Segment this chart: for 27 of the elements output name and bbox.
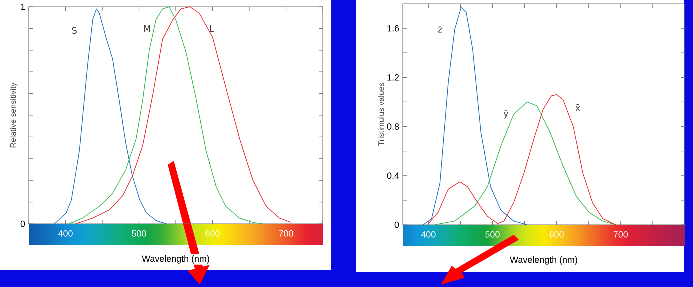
line-series (69, 6, 264, 224)
y-tick-label: 0.8 (387, 124, 400, 130)
series-label: S (72, 27, 77, 34)
y-tick-label: 0 (394, 222, 400, 228)
line-series (76, 6, 292, 224)
x-axis-title: Wavelength (nm) (510, 256, 578, 265)
x-tick-label: 600 (550, 232, 564, 238)
x-tick-label: 700 (279, 230, 294, 237)
y-tick-label: 0 (20, 220, 26, 228)
x-tick-label: 700 (614, 232, 628, 238)
line-series (423, 7, 528, 226)
y-tick-label: 1.6 (388, 25, 400, 32)
y-tick-label: 1 (21, 4, 26, 10)
series-label: M (144, 25, 150, 32)
y-tick-label: 0.4 (387, 172, 400, 180)
series-label: z̄ (438, 26, 442, 33)
x-axis-title: Wavelength (nm) (142, 256, 210, 264)
series-label: L (210, 25, 214, 32)
x-tick-label: 500 (486, 232, 500, 238)
x-tick-label: 600 (206, 230, 220, 237)
x-tick-label: 400 (58, 230, 73, 237)
x-tick-label: 500 (132, 230, 146, 237)
series-label: ȳ (504, 110, 509, 119)
line-series (54, 8, 167, 224)
x-tick-label: 400 (421, 232, 436, 238)
series-label: x̄ (576, 104, 580, 112)
y-tick-label: 1.2 (388, 74, 400, 81)
